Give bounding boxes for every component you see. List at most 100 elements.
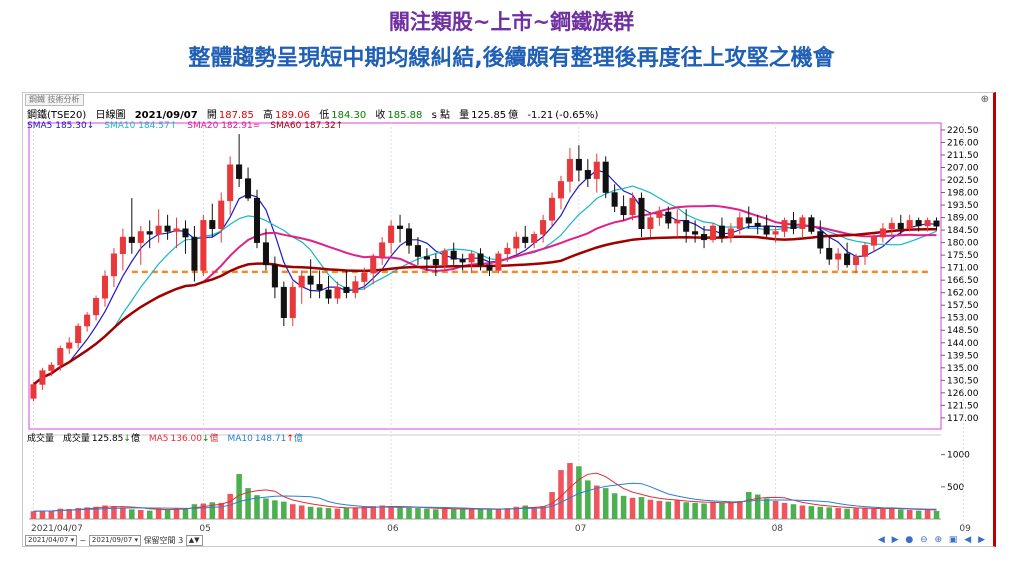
volume-bar <box>835 508 841 519</box>
volume-bar <box>674 500 681 519</box>
ma-legend-sma5: SMA5 185.30↓ <box>27 121 95 131</box>
volume-bar <box>692 502 698 519</box>
price-tick-label: 193.50 <box>947 201 979 211</box>
candle-body <box>370 256 377 274</box>
end-date-select[interactable]: 2021/09/07 ▾ <box>88 535 142 546</box>
headline-subtitle: 整體趨勢呈現短中期均線糾結,後續頗有整理後再度往上攻堅之機會 <box>188 46 835 71</box>
volume-bar <box>683 502 689 519</box>
candle-body <box>101 275 109 299</box>
volume-bar <box>120 507 126 519</box>
volume-bar <box>808 506 815 519</box>
chart-canvas[interactable]: 117.00121.50126.00130.50135.00139.50144.… <box>23 93 992 546</box>
volume-bar <box>799 505 806 519</box>
candle-body <box>352 281 359 293</box>
volume-bar <box>728 501 734 519</box>
candle-body <box>262 242 269 266</box>
volume-bar <box>531 507 537 519</box>
candle-body <box>736 217 743 229</box>
candle-body <box>763 225 770 235</box>
volume-legend-value: 125.85 <box>91 434 124 444</box>
volume-bar <box>93 506 99 519</box>
x-tick-label: 05 <box>199 524 210 534</box>
candle-body <box>701 234 708 241</box>
zoom-icon[interactable]: ⊕ <box>980 94 989 105</box>
x-tick-label: 09 <box>959 524 971 534</box>
candle-body <box>39 370 46 385</box>
candle-body <box>66 342 73 349</box>
price-tick-label: 117.00 <box>947 414 979 424</box>
candle-body <box>334 286 341 299</box>
volume-bar <box>30 511 37 519</box>
price-tick-label: 130.50 <box>947 376 979 386</box>
volume-bar <box>844 508 850 519</box>
volume-bar <box>638 497 645 519</box>
volume-bar <box>620 495 627 519</box>
candle-body <box>861 245 869 257</box>
keep-space-stepper[interactable]: ▲▼ <box>185 535 203 546</box>
volume-bar <box>146 510 153 519</box>
candle-body <box>772 231 779 235</box>
candle-body <box>620 206 627 216</box>
candle-body <box>271 264 278 288</box>
vol-ma10-arrow: ↑ <box>286 434 294 444</box>
candle-body <box>495 253 502 271</box>
volume-bar <box>111 506 117 519</box>
candle-body <box>718 225 725 238</box>
keep-space-value[interactable]: 3 <box>178 536 184 545</box>
volume-legend-label: 成交量 <box>62 434 90 444</box>
start-date-select[interactable]: 2021/04/07 ▾ <box>25 535 78 546</box>
volume-bar <box>719 502 725 519</box>
price-tick-label: 220.50 <box>947 126 979 136</box>
volume-bar <box>236 473 242 519</box>
candle-body <box>450 250 457 260</box>
ma-line-sma10 <box>33 185 937 385</box>
date-range-bar: 2021/04/07 ▾ ~ 2021/09/07 ▾ 保留空間 3 ▲▼ <box>25 535 203 546</box>
volume-unit: 億 <box>508 110 519 121</box>
candle-body <box>557 181 565 199</box>
volume-bar <box>665 501 672 519</box>
price-tick-label: 166.50 <box>947 276 979 286</box>
candle-body <box>915 220 922 227</box>
candle-body <box>173 228 180 232</box>
candle-body <box>593 161 600 179</box>
candle-body <box>280 286 287 318</box>
volume-bar <box>75 508 81 519</box>
volume-legend: 成交量 成交量 125.85↓億 MA5 136.00↓億 MA10 148.71↑億 <box>27 431 309 444</box>
navigation-icons[interactable]: ◀ ▶ ● ⊖ ⊕ ▣ ◀ ▶ <box>877 535 987 545</box>
unit-label: s 點 <box>431 110 450 121</box>
end-date-value: 2021/09/07 <box>91 536 133 544</box>
volume-bar <box>763 498 770 519</box>
candle-body <box>182 228 189 238</box>
volume-bar <box>39 510 46 519</box>
candle-body <box>432 259 439 266</box>
candle-body <box>245 178 252 199</box>
candle-body <box>146 231 153 235</box>
price-tick-label: 121.50 <box>947 401 979 411</box>
vol-ma10-label: MA10 <box>227 434 253 444</box>
volume-bar <box>66 509 73 519</box>
volume-bar <box>129 509 135 519</box>
candle-body <box>477 253 484 266</box>
candle-body <box>307 275 314 285</box>
volume-bar <box>424 508 430 519</box>
candle-body <box>253 197 261 243</box>
volume-bar <box>772 500 779 519</box>
ma-line-sma60 <box>32 227 937 386</box>
candle-body <box>227 164 234 202</box>
volume-bar <box>102 505 108 519</box>
candle-body <box>30 384 37 399</box>
volume-legend-arrow: ↓ <box>123 434 131 444</box>
price-tick-label: 126.00 <box>947 389 979 399</box>
vol-ma5-label: MA5 <box>148 434 169 444</box>
price-tick-label: 198.00 <box>947 189 979 199</box>
volume-tick-label: 1000 <box>947 451 970 461</box>
volume-bar <box>200 503 207 519</box>
volume-bar <box>558 470 564 519</box>
candle-body <box>504 247 511 254</box>
ma-legend-sma10: SMA10 184.57↑ <box>104 121 178 131</box>
candle-body <box>289 286 296 318</box>
candle-body <box>513 236 520 249</box>
candle-body <box>584 170 591 179</box>
keep-space-label: 保留空間 <box>143 536 176 545</box>
candle-body <box>75 325 82 344</box>
